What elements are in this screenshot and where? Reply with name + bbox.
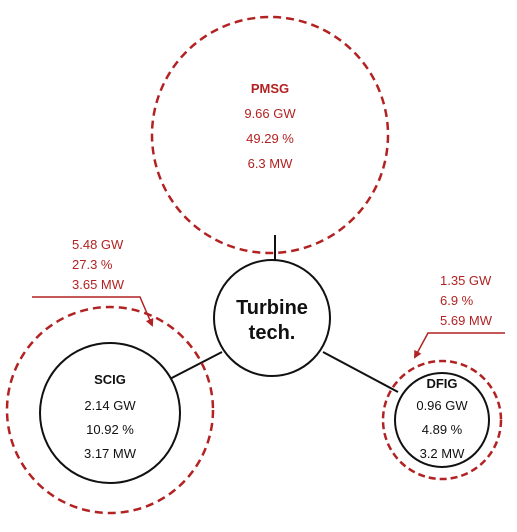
dfig-share: 4.89 %: [422, 422, 463, 437]
pmsg-capacity: 9.66 GW: [244, 106, 296, 121]
pmsg-size: 6.3 MW: [248, 156, 294, 171]
scig-outer-ring: [5, 305, 215, 515]
scig-title: SCIG: [94, 372, 126, 387]
dfig-outer-share: 6.9 %: [440, 293, 474, 308]
center-node: [213, 259, 331, 377]
connector-scig: [161, 351, 223, 384]
dfig-outer-capacity: 1.35 GW: [440, 273, 492, 288]
center-label-line1: Turbine: [236, 297, 308, 319]
scig-capacity: 2.14 GW: [84, 398, 136, 413]
pmsg-share: 49.29 %: [246, 131, 294, 146]
pmsg-node: [150, 15, 390, 255]
scig-node: [39, 342, 181, 484]
scig-outer-share: 27.3 %: [72, 257, 113, 272]
center-label-line2: tech.: [249, 322, 296, 344]
dfig-title: DFIG: [426, 376, 457, 391]
dfig-outer-size: 5.69 MW: [440, 313, 493, 328]
scig-outer-size: 3.65 MW: [72, 277, 125, 292]
dfig-size: 3.2 MW: [420, 446, 466, 461]
scig-annotation-arrow: [32, 296, 154, 327]
scig-share: 10.92 %: [86, 422, 134, 437]
dfig-node: [394, 372, 490, 468]
connector-dfig: [322, 351, 399, 393]
scig-outer-capacity: 5.48 GW: [72, 237, 124, 252]
pmsg-title: PMSG: [251, 81, 289, 96]
scig-size: 3.17 MW: [84, 446, 137, 461]
dfig-outer-ring: [381, 359, 503, 481]
dfig-capacity: 0.96 GW: [416, 398, 468, 413]
dfig-annotation-arrow: [414, 332, 505, 359]
